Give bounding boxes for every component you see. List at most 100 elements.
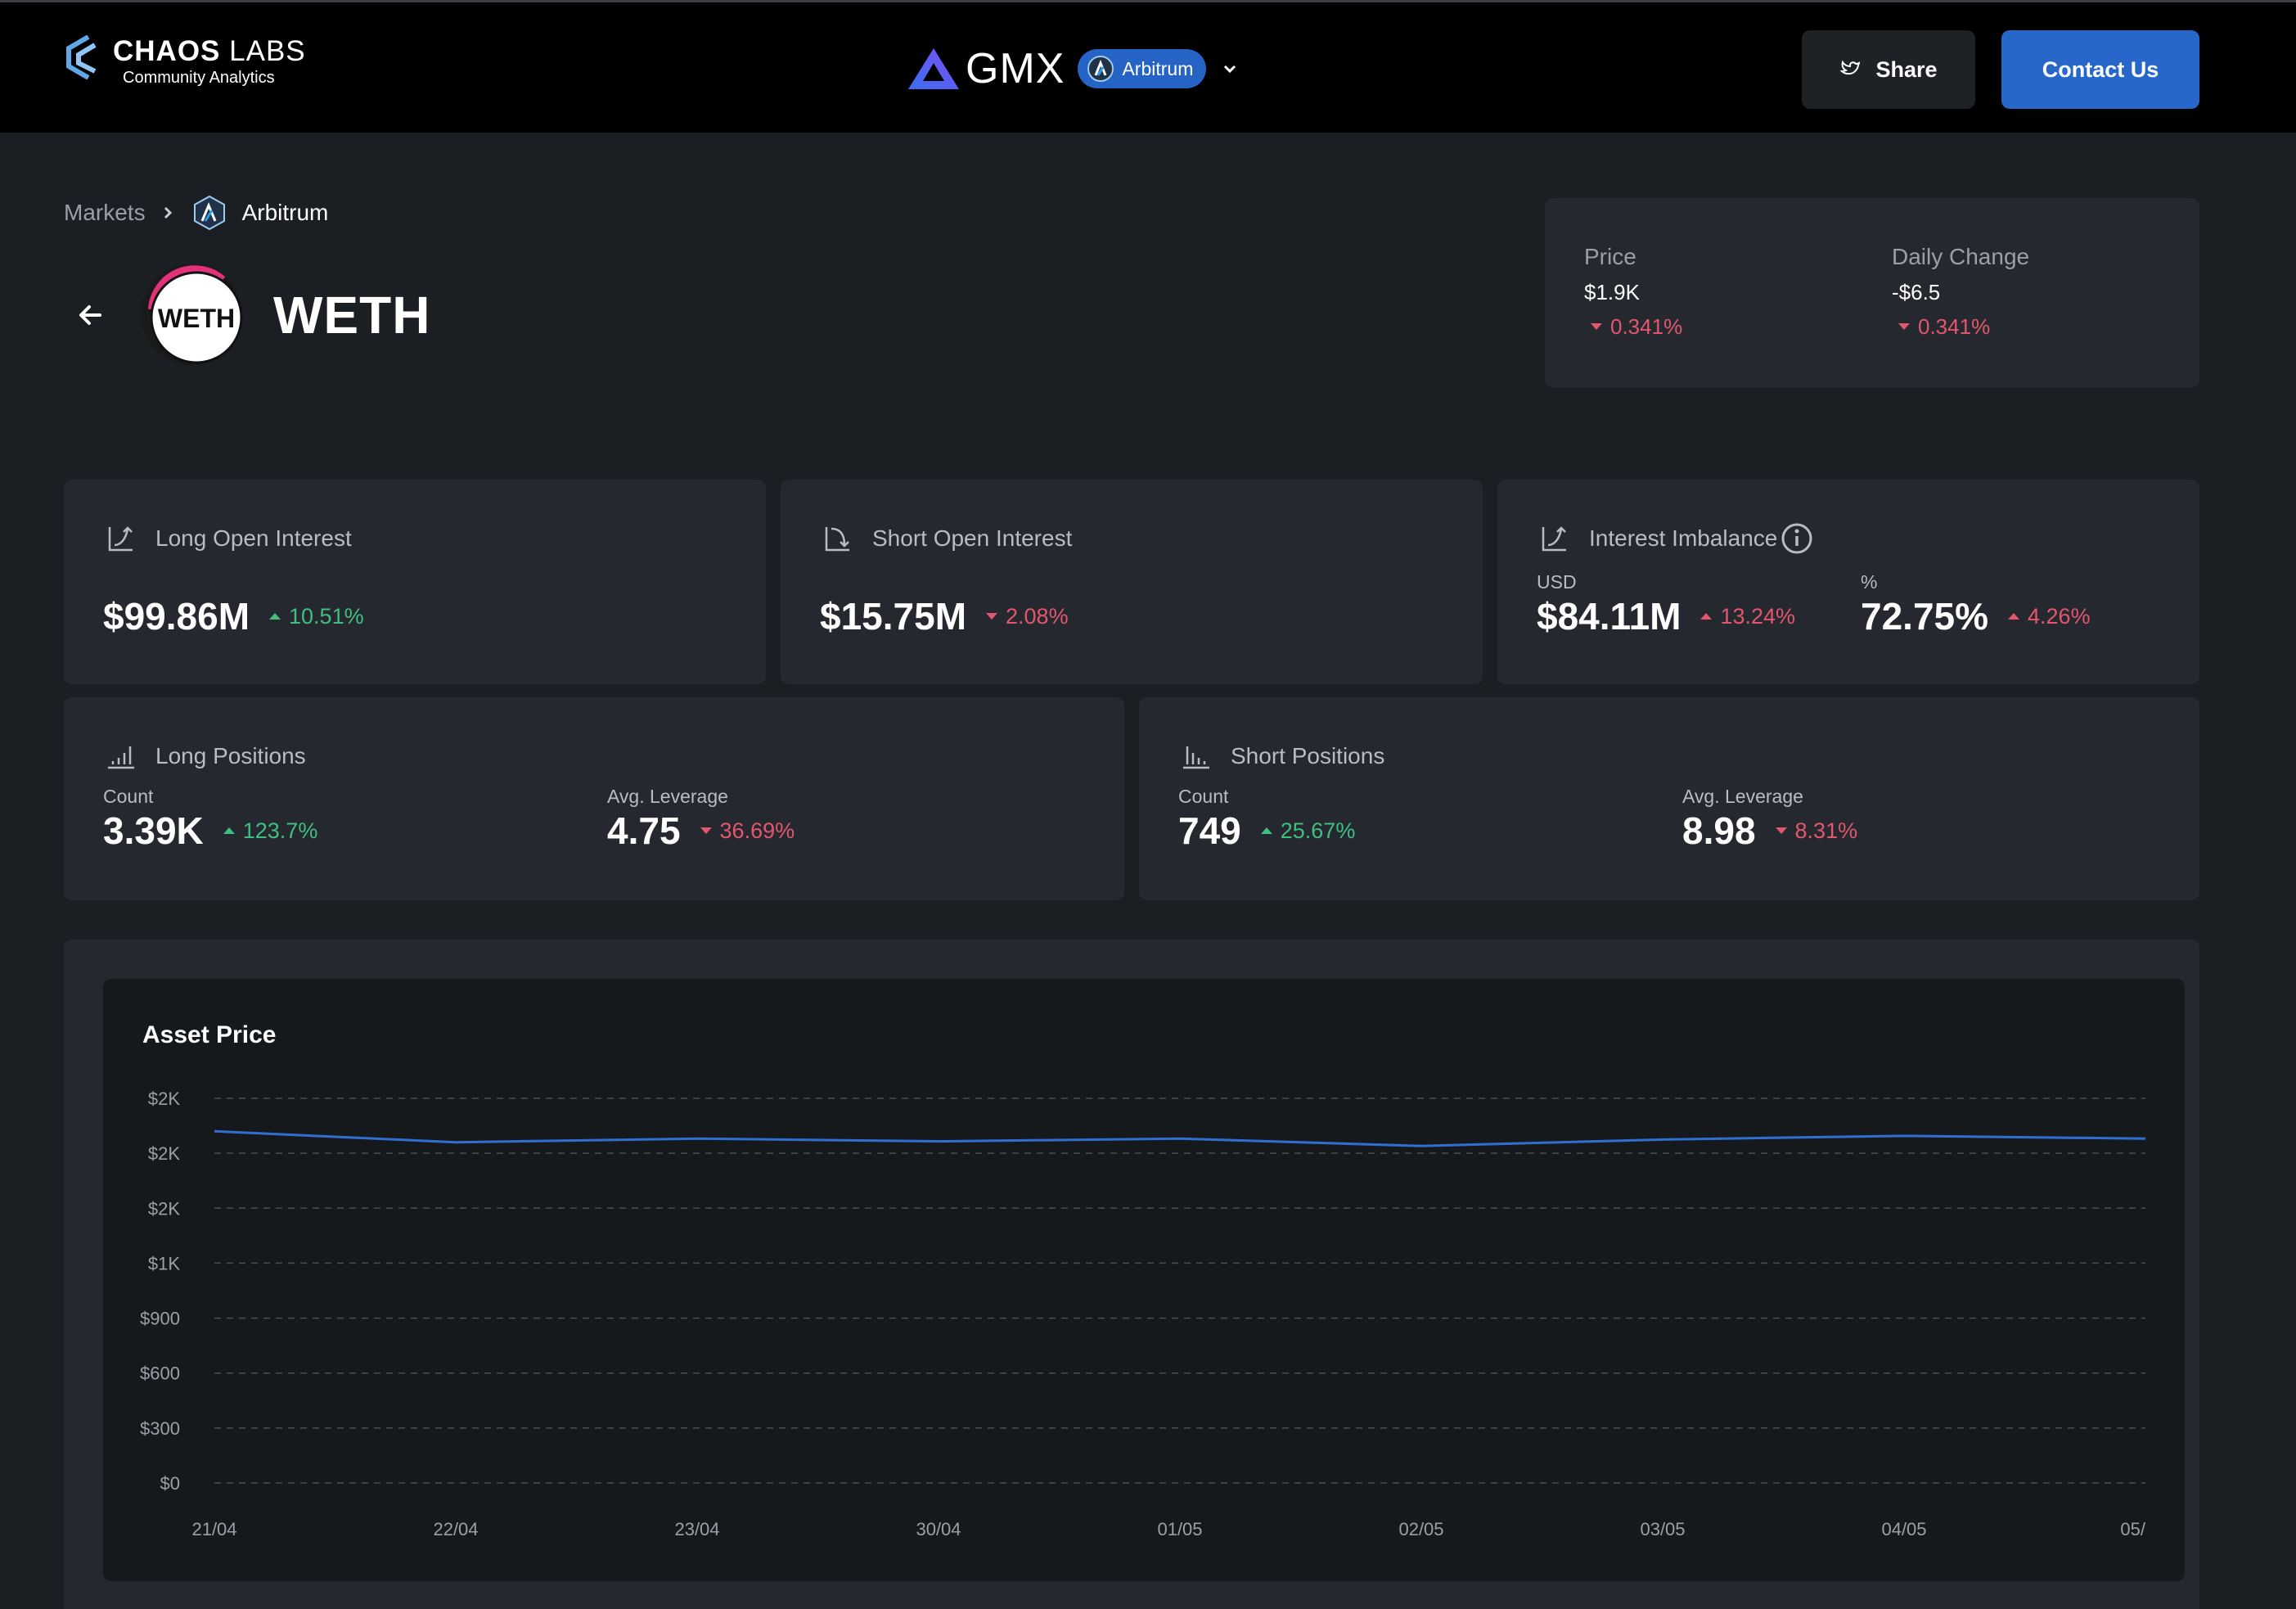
price-column: Price $1.9K 0.341% (1584, 242, 1682, 339)
trend-up-icon (1542, 526, 1566, 552)
arbitrum-icon (193, 195, 225, 231)
imbalance-usd-value: $84.11M (1537, 595, 1681, 638)
down-arrow-icon (1591, 323, 1602, 330)
up-arrow-icon (2008, 613, 2020, 620)
y-tick-label: $900 (140, 1309, 180, 1329)
asset-price-chart-panel (103, 979, 2185, 1581)
x-tick-label: 21/04 (191, 1519, 236, 1539)
leverage-label: Avg. Leverage (607, 786, 728, 807)
trend-up-icon (108, 526, 133, 552)
card-label: Short Positions (1231, 743, 1385, 768)
chain-badge-label: Arbitrum (1122, 57, 1194, 79)
breadcrumb: Markets Arbitrum (64, 195, 328, 231)
breadcrumb-current: Arbitrum (241, 200, 329, 225)
count-row: 3.39K 123.7% (103, 809, 317, 853)
trend-down-icon (825, 527, 849, 552)
short-open-interest-card: Short Open Interest $15.75M 2.08% (781, 480, 1483, 684)
value-row: $15.75M 2.08% (820, 594, 1069, 638)
card-label: Short Open Interest (872, 525, 1073, 551)
back-arrow-icon[interactable] (75, 300, 105, 330)
chart-title: Asset Price (142, 1021, 277, 1048)
x-tick-label: 03/05 (1640, 1519, 1685, 1539)
down-arrow-icon (986, 613, 998, 620)
card-label: Long Positions (155, 743, 306, 768)
card-header: Short Positions (1180, 740, 1384, 773)
card-header: Long Open Interest (105, 522, 352, 555)
asset-price-chart[interactable]: $0 $300 $600 $900 $1K $2K $2K $2K 21/04 22/04 23/0… (103, 1064, 2185, 1555)
bar-chart-up-icon (108, 746, 134, 769)
count-row: 749 25.67% (1178, 809, 1355, 853)
y-tick-label: $2K (148, 1143, 180, 1164)
usd-value-row: $84.11M 13.24% (1537, 594, 1795, 638)
short-positions-card: Short Positions Count 749 25.67% Avg. Le… (1139, 697, 2199, 900)
daily-change-percent: 0.341% (1892, 314, 2029, 339)
imbalance-percent-value: 72.75% (1861, 595, 1989, 638)
bar-chart-down-icon (1183, 746, 1209, 769)
x-tick-label: 23/04 (674, 1519, 719, 1539)
up-arrow-icon (1700, 613, 1713, 620)
weth-logo-icon: WETH (141, 264, 243, 365)
y-tick-label: $600 (140, 1363, 180, 1384)
price-change: 0.341% (1584, 314, 1682, 339)
interest-imbalance-card: Interest Imbalance USD $84.11M 13.24% % … (1497, 480, 2199, 684)
up-arrow-icon (1260, 827, 1272, 834)
short-leverage-value: 8.98 (1682, 809, 1756, 852)
protocol-selector[interactable]: GMX Arbitrum (907, 43, 1239, 94)
y-tick-label: $2K (148, 1088, 180, 1109)
count-label: Count (1178, 786, 1229, 807)
down-arrow-icon (1775, 827, 1787, 834)
info-icon[interactable] (1781, 522, 1813, 555)
up-arrow-icon (269, 613, 281, 620)
value-row: $99.86M 10.51% (103, 594, 364, 638)
count-label: Count (103, 786, 154, 807)
share-button[interactable]: Share (1802, 30, 1975, 109)
top-bar: CHAOS LABS Community Analytics GMX Arbit… (0, 0, 2296, 133)
price-summary: Price $1.9K 0.341% Daily Change -$6.5 0.… (1545, 198, 2199, 388)
x-tick-label: 04/05 (1881, 1519, 1926, 1539)
asset-title: WETH (273, 286, 431, 345)
price-label: Price (1584, 244, 1636, 269)
percent-label: % (1861, 571, 1878, 593)
short-count-change: 25.67% (1260, 818, 1355, 844)
long-oi-value: $99.86M (103, 595, 250, 638)
short-leverage-change: 8.31% (1775, 818, 1857, 844)
chaos-labs-logo-icon (66, 35, 97, 79)
short-oi-change: 2.08% (986, 604, 1069, 629)
down-arrow-icon (1898, 323, 1910, 330)
x-tick-label: 30/04 (916, 1519, 961, 1539)
twitter-icon (1840, 60, 1861, 75)
y-tick-label: $1K (148, 1253, 180, 1273)
chevron-right-icon (164, 206, 172, 219)
breadcrumb-markets[interactable]: Markets (64, 200, 146, 225)
contact-us-button[interactable]: Contact Us (2001, 30, 2199, 109)
imbalance-usd-change: 13.24% (1700, 604, 1795, 629)
up-arrow-icon (223, 827, 235, 834)
card-header: Interest Imbalance (1538, 522, 1813, 555)
price-series-line (214, 1129, 2146, 1147)
chevron-down-icon[interactable] (1221, 60, 1239, 78)
long-count-value: 3.39K (103, 809, 204, 852)
card-header: Short Open Interest (822, 522, 1072, 555)
daily-change-column: Daily Change -$6.5 0.341% (1892, 242, 2029, 339)
chaos-labs-logo[interactable]: CHAOS LABS Community Analytics (64, 35, 306, 88)
usd-label: USD (1537, 571, 1577, 593)
protocol-name: GMX (966, 45, 1065, 92)
short-count-value: 749 (1178, 809, 1241, 852)
y-tick-label: $2K (148, 1198, 180, 1219)
chain-badge[interactable]: Arbitrum (1078, 49, 1207, 88)
leverage-row: 8.98 8.31% (1682, 809, 1857, 853)
weth-logo-text: WETH (158, 304, 235, 333)
long-oi-change: 10.51% (269, 604, 364, 629)
brand-name: CHAOS LABS (113, 35, 306, 67)
long-positions-card: Long Positions Count 3.39K 123.7% Avg. L… (64, 697, 1124, 900)
down-arrow-icon (700, 827, 712, 834)
gmx-logo-icon (908, 48, 959, 89)
arbitrum-icon (1087, 56, 1114, 82)
x-tick-label: 02/05 (1398, 1519, 1443, 1539)
y-tick-label: $0 (160, 1473, 180, 1494)
daily-change-label: Daily Change (1892, 244, 2030, 269)
leverage-label: Avg. Leverage (1682, 786, 1803, 807)
y-tick-label: $300 (140, 1418, 180, 1439)
brand-subtitle: Community Analytics (123, 69, 275, 87)
share-button-label: Share (1875, 56, 1938, 82)
